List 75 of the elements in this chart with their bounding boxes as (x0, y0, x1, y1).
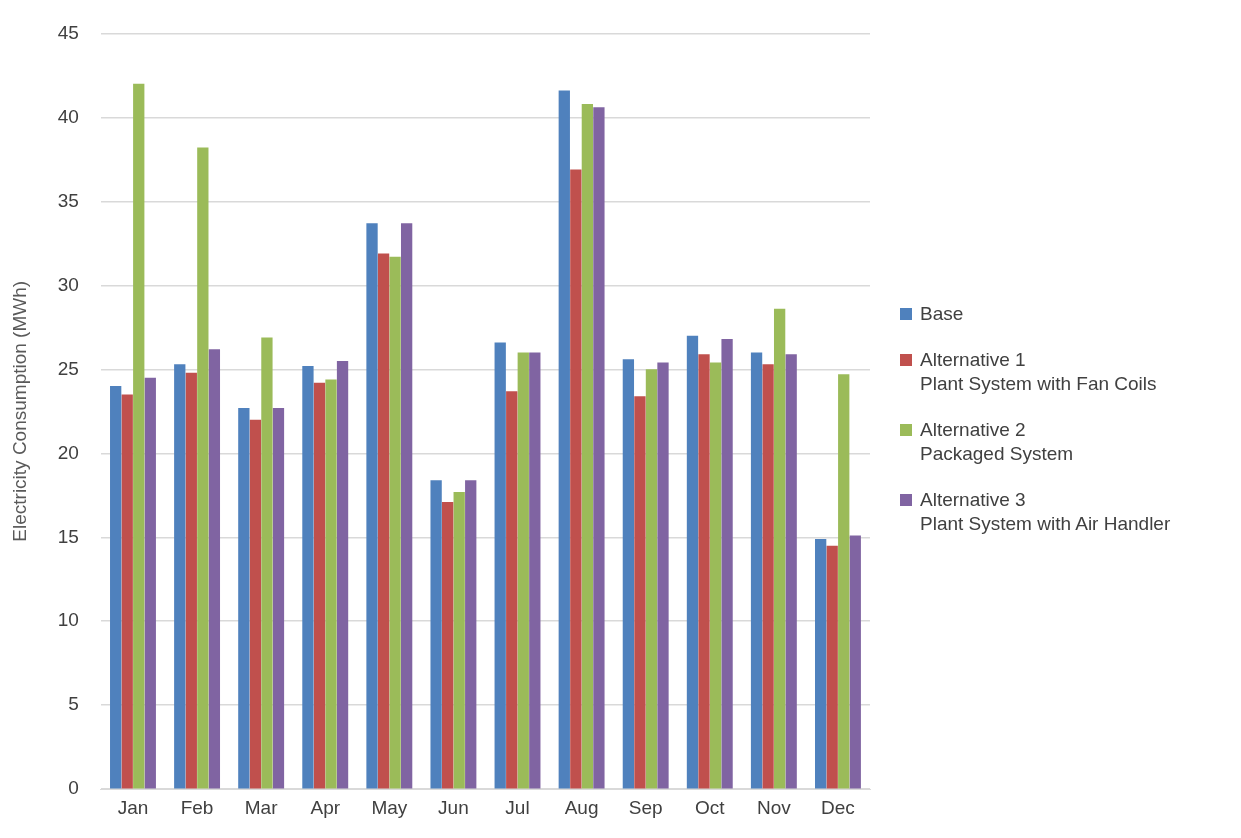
bar (400, 223, 413, 789)
bar (570, 169, 582, 789)
bar (686, 335, 699, 789)
bar (645, 369, 658, 789)
bar (826, 545, 838, 789)
bar (506, 391, 518, 789)
bar (261, 337, 273, 789)
bar (465, 480, 477, 789)
bar (773, 308, 786, 789)
x-tick-label: Nov (756, 796, 792, 818)
bar (208, 349, 221, 789)
x-tick-label: Dec (821, 796, 855, 818)
y-tick-label: 15 (57, 525, 79, 547)
bar (442, 502, 454, 789)
x-tick-label: Mar (244, 796, 279, 818)
bar (721, 339, 733, 789)
bar (366, 223, 378, 789)
x-tick-label: May (371, 796, 408, 818)
y-tick-label: 10 (57, 609, 79, 631)
bar (133, 83, 145, 789)
legend-label: Alternative 2 Packaged System (920, 418, 1074, 466)
bar (336, 360, 349, 789)
bar (849, 535, 861, 789)
y-tick-label: 30 (57, 273, 79, 295)
x-tick-label: Oct (695, 796, 726, 818)
bar (430, 480, 442, 789)
bar (389, 256, 401, 789)
x-tick-label: Feb (180, 796, 214, 818)
bar (529, 352, 541, 789)
bar (197, 147, 209, 789)
bar (121, 394, 133, 789)
bar (272, 407, 285, 789)
bar (517, 352, 529, 789)
y-tick-label: 20 (57, 441, 79, 463)
bar (325, 379, 337, 789)
legend-label: Alternative 1 Plant System with Fan Coils (920, 348, 1157, 396)
bar (657, 362, 669, 789)
bar (174, 364, 186, 789)
bar (185, 372, 197, 789)
bar (144, 377, 156, 789)
bar (581, 103, 594, 789)
bar (709, 362, 722, 789)
bar (494, 342, 506, 789)
bar (698, 354, 710, 789)
y-tick-label: 25 (57, 357, 79, 379)
bar (622, 359, 635, 789)
bar (453, 491, 465, 789)
bar (377, 253, 390, 789)
x-tick-label: Jul (505, 796, 530, 818)
x-tick-label: Sep (628, 796, 663, 818)
bar (249, 419, 262, 789)
bar (110, 386, 122, 789)
y-tick-label: 45 (57, 21, 79, 43)
bar (593, 107, 605, 789)
bar (558, 90, 570, 789)
legend-label: Base (920, 302, 964, 326)
bar (302, 365, 314, 789)
bar (313, 382, 326, 789)
x-tick-label: Aug (564, 796, 599, 818)
bar (815, 538, 827, 789)
bar (238, 407, 250, 789)
bar (750, 352, 763, 789)
bar (634, 396, 646, 789)
y-tick-label: 35 (57, 189, 79, 211)
x-tick-label: Apr (310, 796, 341, 818)
bar (785, 354, 797, 789)
x-tick-label: Jun (438, 796, 469, 818)
legend-label: Alternative 3 Plant System with Air Handler (920, 488, 1171, 536)
y-axis-title: Electricity Consumption (MWh) (8, 280, 30, 542)
y-tick-label: 0 (68, 777, 79, 799)
bar (838, 374, 850, 789)
y-tick-label: 5 (68, 693, 79, 715)
y-tick-label: 40 (57, 105, 79, 127)
x-tick-label: Jan (117, 796, 149, 818)
bar (762, 364, 774, 789)
